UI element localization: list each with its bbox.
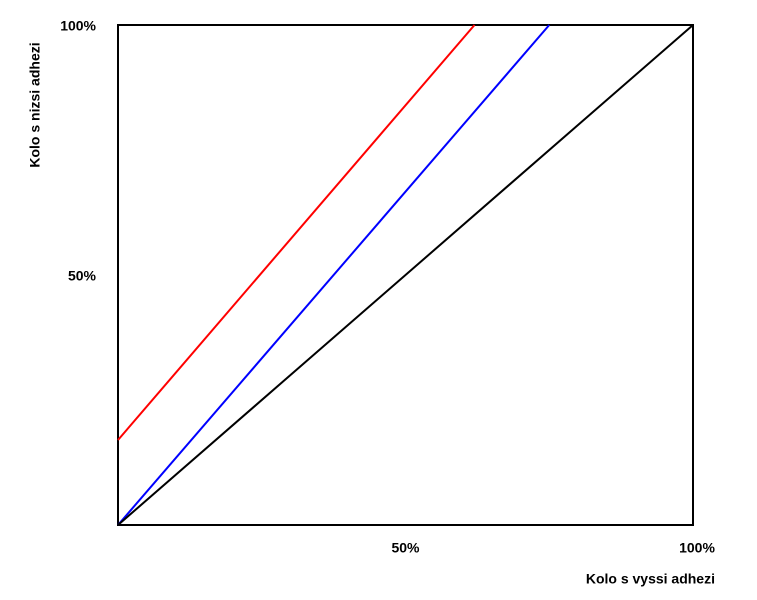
- data-line: [117, 24, 551, 526]
- plot-frame: [117, 24, 694, 526]
- data-line: [117, 24, 476, 441]
- y-tick-label: 100%: [60, 18, 96, 34]
- y-tick-label: 50%: [68, 268, 97, 284]
- x-tick-label: 50%: [391, 540, 420, 556]
- data-line: [117, 24, 694, 526]
- y-axis-label: Kolo s nizsi adhezi: [27, 42, 43, 167]
- x-axis-label: Kolo s vyssi adhezi: [586, 571, 715, 587]
- x-tick-label: 100%: [679, 540, 715, 556]
